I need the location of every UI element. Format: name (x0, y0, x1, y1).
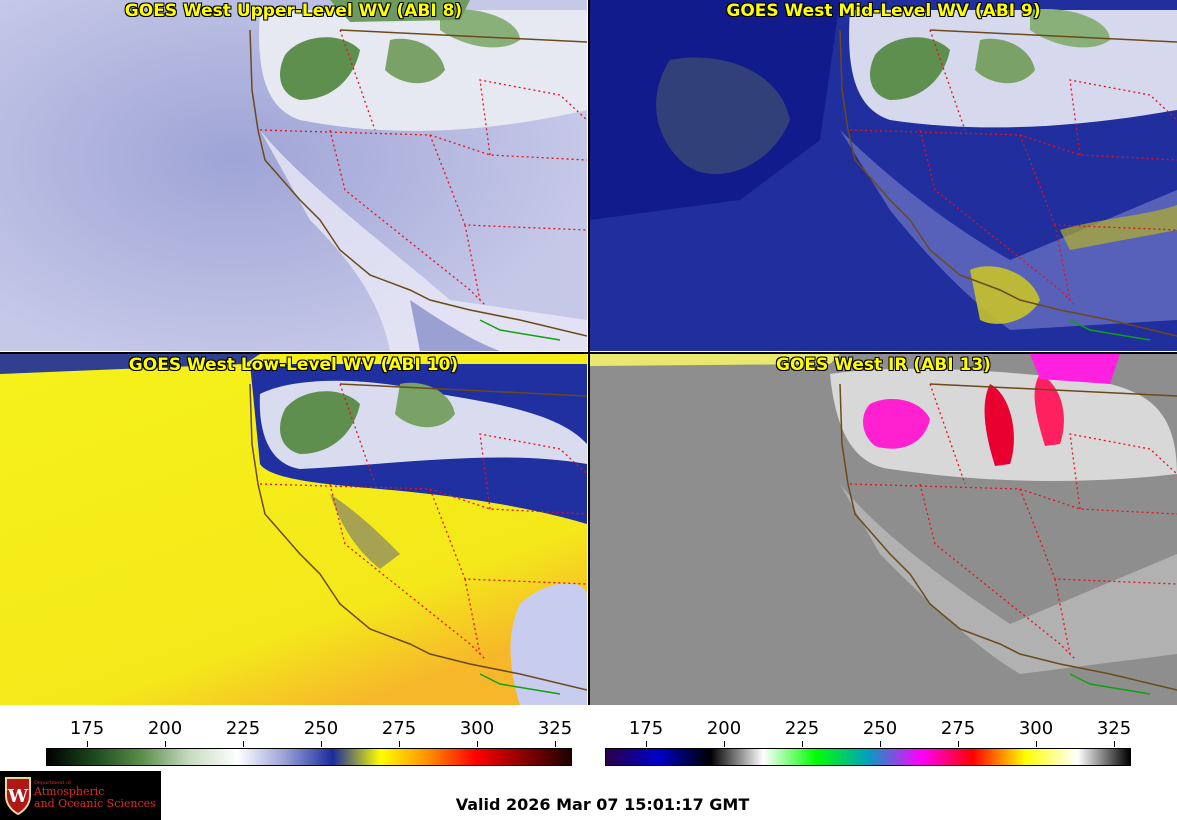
panel-ir: GOES West IR (ABI 13) (590, 354, 1177, 705)
ir-tick-label: 275 (940, 718, 976, 739)
wv-tick-label: 225 (225, 718, 261, 739)
wv-tick-label: 275 (381, 718, 417, 739)
logo-line2: and Oceanic Sciences (34, 797, 156, 810)
wv-tick-label: 250 (303, 718, 339, 739)
mid-level-wv-image (590, 0, 1177, 351)
crest-icon: W (5, 777, 31, 816)
ir-colorbar (605, 748, 1131, 766)
panel-mid-level-wv: GOES West Mid-Level WV (ABI 9) (590, 0, 1177, 351)
wv-tick-label: 175 (69, 718, 105, 739)
panel-title: GOES West Upper-Level WV (ABI 8) (124, 1, 463, 21)
wv-tick-mark (321, 741, 322, 747)
ir-tick-label: 175 (628, 718, 664, 739)
wv-tick-label: 200 (147, 718, 183, 739)
logo-line1: Atmospheric (34, 785, 105, 798)
ir-tick-mark (646, 741, 647, 747)
wv-colorbar (46, 748, 572, 766)
wv-tick-mark (555, 741, 556, 747)
wv-tick-mark (477, 741, 478, 747)
ir-tick-label: 250 (862, 718, 898, 739)
ir-tick-mark (1036, 741, 1037, 747)
panel-title: GOES West Mid-Level WV (ABI 9) (726, 1, 1041, 21)
panel-title: GOES West IR (ABI 13) (776, 355, 991, 375)
ir-tick-mark (1114, 741, 1115, 747)
panel-upper-level-wv: GOES West Upper-Level WV (ABI 8) (0, 0, 587, 351)
panel-title: GOES West Low-Level WV (ABI 10) (128, 355, 459, 375)
wv-tick-mark (243, 741, 244, 747)
ir-tick-label: 200 (706, 718, 742, 739)
ir-tick-mark (880, 741, 881, 747)
panel-divider-horizontal (0, 352, 1177, 354)
ir-tick-mark (724, 741, 725, 747)
ir-image (590, 354, 1177, 705)
ir-tick-label: 300 (1018, 718, 1054, 739)
panel-low-level-wv: GOES West Low-Level WV (ABI 10) (0, 354, 587, 705)
wv-tick-label: 300 (459, 718, 495, 739)
ir-tick-label: 325 (1096, 718, 1132, 739)
svg-text:W: W (7, 786, 29, 807)
logo-dept: Department of (34, 780, 71, 786)
valid-time: Valid 2026 Mar 07 15:01:17 GMT (455, 795, 750, 814)
wv-tick-mark (87, 741, 88, 747)
wv-tick-mark (165, 741, 166, 747)
aos-logo: W Department of Atmospheric and Oceanic … (0, 771, 161, 820)
ir-tick-mark (802, 741, 803, 747)
wv-tick-mark (399, 741, 400, 747)
ir-tick-mark (958, 741, 959, 747)
ir-tick-label: 225 (784, 718, 820, 739)
low-level-wv-image (0, 354, 587, 705)
wv-tick-label: 325 (537, 718, 573, 739)
upper-level-wv-image (0, 0, 587, 351)
